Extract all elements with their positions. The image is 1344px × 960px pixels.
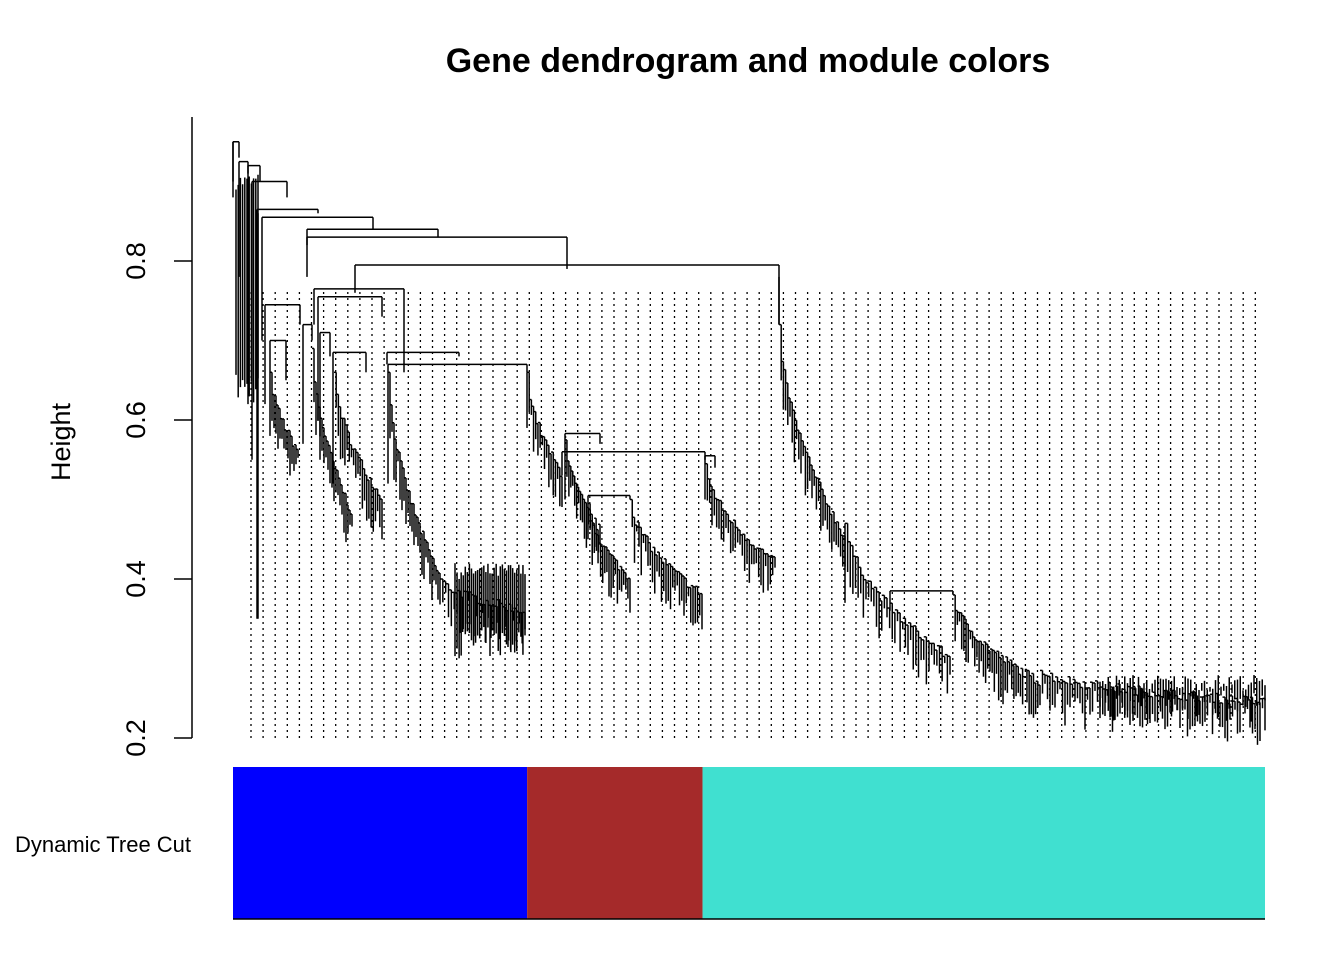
y-tick-label: 0.6 <box>121 401 151 439</box>
y-ticks: 0.2 0.4 0.6 0.8 <box>121 242 192 757</box>
y-axis: 0.2 0.4 0.6 0.8 <box>121 117 193 757</box>
module-blue <box>233 767 528 919</box>
y-tick-label: 0.2 <box>121 719 151 757</box>
module-brown <box>527 767 703 919</box>
y-tick-label: 0.8 <box>121 242 151 280</box>
color-row-label: Dynamic Tree Cut <box>15 832 191 857</box>
module-color-bar <box>233 767 1265 920</box>
chart-title: Gene dendrogram and module colors <box>446 42 1051 80</box>
y-tick-label: 0.4 <box>121 560 151 598</box>
y-axis-label: Height <box>46 402 76 481</box>
dendrogram-tree <box>232 141 1266 745</box>
module-turquoise <box>702 767 1265 919</box>
leaf-guides <box>250 290 1256 738</box>
